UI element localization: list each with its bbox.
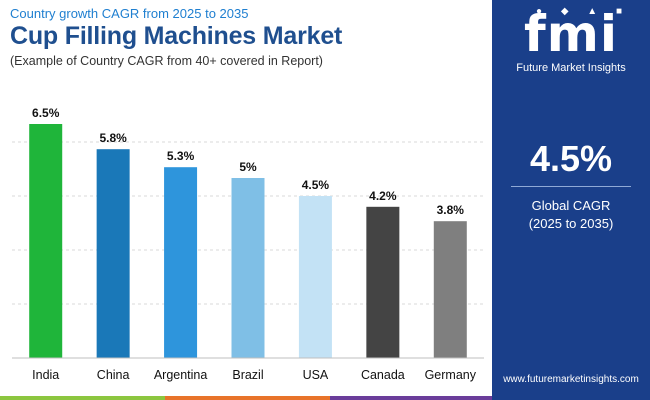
bar-usa [298,196,332,358]
data-label-china: 5.8% [99,131,127,145]
data-label-usa: 4.5% [302,178,330,192]
website-link[interactable]: www.futuremarketinsights.com [503,374,639,385]
data-label-germany: 3.8% [437,203,465,217]
global-cagr-block: 4.5% Global CAGR (2025 to 2035) [492,138,650,233]
bar-chart: 6.5% India 5.8% China 5.3% Argentina 5% Brazil 4… [12,106,484,382]
tick-label-canada: Canada [361,368,405,382]
global-cagr-value: 4.5% [529,138,613,179]
global-cagr-period: (2025 to 2035) [528,216,614,231]
chart-subtitle: Country growth CAGR from 2025 to 2035 [10,6,249,21]
data-label-india: 6.5% [32,106,60,120]
bar-argentina [164,167,198,358]
data-label-brazil: 5% [239,160,257,174]
chart-header: Country growth CAGR from 2025 to 2035 Cu… [10,6,490,68]
bar-china [96,149,130,358]
stat-divider [511,186,631,187]
tick-label-india: India [32,368,59,382]
logo-icons: ● ◆ ▲ ■ [536,6,631,17]
bar-germany [433,221,467,358]
tick-label-brazil: Brazil [232,368,263,382]
chart-title: Cup Filling Machines Market [10,22,343,50]
tick-label-china: China [97,368,130,382]
brand-logo: fmi Future Market Insights [492,8,650,74]
footer-bar-green [0,396,165,400]
footer-bar-purple [330,396,492,400]
chart-note: (Example of Country CAGR from 40+ covere… [10,54,323,68]
tick-label-germany: Germany [425,368,477,382]
bar-canada [366,206,400,358]
tick-label-argentina: Argentina [154,368,208,382]
data-label-argentina: 5.3% [167,149,195,163]
footer-bar-orange [165,396,330,400]
bar-india [29,124,63,358]
data-label-canada: 4.2% [369,189,397,203]
bar-brazil [231,178,265,358]
logo-text: Future Market Insights [516,62,626,74]
tick-label-usa: USA [303,368,329,382]
info-panel: ● ◆ ▲ ■ fmi Future Market Insights 4.5% … [492,0,650,400]
logo-mark: fmi [524,5,618,63]
global-cagr-label: Global CAGR [531,198,611,213]
